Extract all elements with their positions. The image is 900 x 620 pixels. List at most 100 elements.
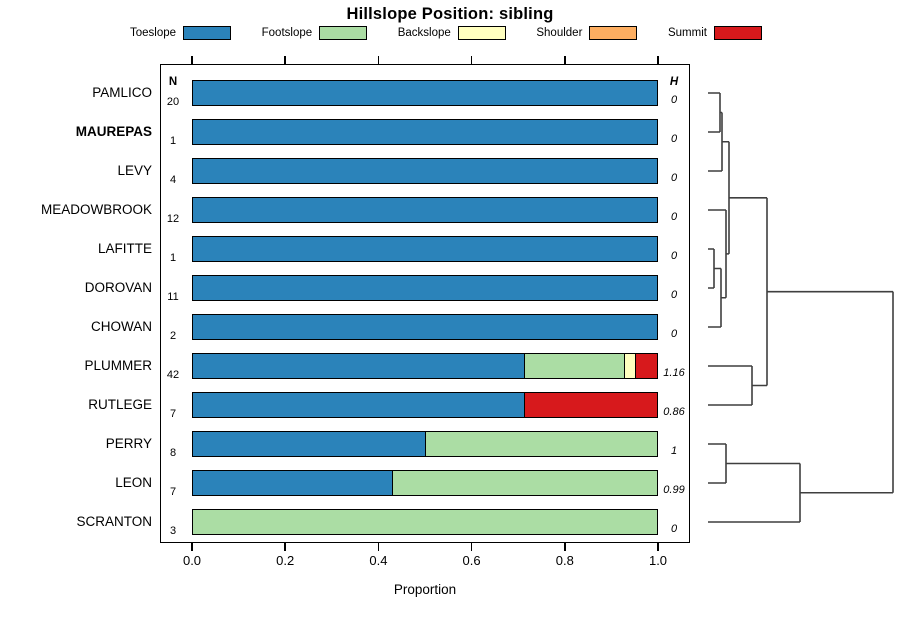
h-value: 0 [670, 93, 678, 106]
dendrogram-link [708, 92, 894, 523]
x-axis-label: Proportion [393, 582, 457, 597]
n-column-header: N [168, 76, 178, 88]
axis-tick [377, 543, 380, 551]
h-value: 0 [670, 327, 678, 340]
bar-segment-toeslope [193, 237, 657, 261]
bar-segment-toeslope [193, 354, 525, 378]
legend-label: Shoulder [536, 27, 583, 39]
legend-item: Backslope [398, 26, 506, 40]
bar [192, 353, 658, 379]
n-value: 1 [169, 251, 177, 264]
row-label: DOROVAN [84, 280, 152, 295]
h-value: 1 [670, 444, 678, 457]
axis-tick [470, 543, 473, 551]
axis-tick [191, 543, 193, 551]
h-value: 0 [670, 288, 678, 301]
legend-swatch [183, 26, 232, 40]
row-label: MEADOWBROOK [40, 202, 152, 217]
legend-swatch [713, 26, 762, 40]
n-value: 7 [169, 407, 177, 420]
bar [192, 470, 658, 496]
row-label: PERRY [105, 436, 152, 451]
n-value: 7 [169, 485, 177, 498]
bar-segment-toeslope [193, 198, 657, 222]
n-value: 3 [169, 524, 177, 537]
row-label: PAMLICO [92, 85, 152, 100]
legend-label: Backslope [397, 27, 451, 39]
n-value: 8 [169, 446, 177, 459]
row-label: RUTLEGE [88, 397, 152, 412]
bar [192, 119, 658, 145]
bar-segment-footslope [193, 510, 657, 534]
bar [192, 392, 658, 418]
bar [192, 275, 658, 301]
axis-tick-label: 1.0 [648, 553, 668, 568]
bar [192, 197, 658, 223]
row-label: LEVY [117, 163, 152, 178]
h-value: 0 [670, 522, 678, 535]
h-value: 0 [670, 171, 678, 184]
bar-segment-toeslope [193, 120, 657, 144]
axis-tick-label: 0.6 [462, 553, 481, 568]
bar-segment-footslope [391, 471, 657, 495]
h-column-header: H [669, 76, 679, 88]
legend-item: Summit [668, 26, 762, 40]
bar-segment-toeslope [193, 432, 425, 456]
axis-tick-label: 0.0 [182, 553, 202, 568]
bar-segment-toeslope [193, 81, 657, 105]
row-label: LEON [115, 475, 152, 490]
legend-swatch [319, 26, 368, 40]
bar-segment-toeslope [193, 393, 525, 417]
legend-item: Shoulder [536, 26, 638, 40]
row-label: SCRANTON [76, 514, 152, 529]
bar-segment-toeslope [193, 159, 657, 183]
legend-label: Summit [667, 27, 707, 39]
h-value: 1.16 [663, 366, 685, 379]
h-value: 0 [670, 249, 678, 262]
bar-segment-footslope [524, 354, 624, 378]
legend-swatch [589, 26, 638, 40]
axis-tick-label: 0.4 [369, 553, 388, 568]
plot-panel [160, 64, 690, 543]
n-value: 42 [166, 368, 180, 381]
bar [192, 509, 658, 535]
bar-segment-toeslope [193, 276, 657, 300]
h-value: 0 [670, 210, 678, 223]
legend-item: Toeslope [130, 26, 232, 40]
h-value: 0.99 [663, 483, 685, 496]
axis-tick [657, 56, 659, 64]
legend: Toeslope Footslope Backslope Shoulder Summit [130, 26, 762, 40]
axis-tick [564, 543, 566, 551]
axis-tick [564, 56, 566, 64]
bar [192, 80, 658, 106]
bar [192, 236, 658, 262]
axis-tick-label: 0.8 [555, 553, 574, 568]
bar [192, 431, 658, 457]
axis-tick [284, 56, 286, 64]
bar-segment-footslope [425, 432, 657, 456]
h-value: 0.86 [663, 405, 685, 418]
legend-item: Footslope [262, 26, 368, 40]
row-label: PLUMMER [84, 358, 152, 373]
bar [192, 158, 658, 184]
bar [192, 314, 658, 340]
n-value: 12 [166, 212, 180, 225]
n-value: 4 [169, 173, 177, 186]
legend-swatch [457, 26, 506, 40]
row-label: MAUREPAS [75, 124, 152, 139]
axis-tick [377, 56, 380, 64]
axis-tick [657, 543, 659, 551]
chart-title: Hillslope Position: sibling [346, 5, 554, 23]
bar-segment-toeslope [193, 315, 657, 339]
bar-segment-toeslope [193, 471, 392, 495]
legend-label: Toeslope [130, 27, 177, 39]
n-value: 1 [169, 134, 177, 147]
axis-tick-label: 0.2 [276, 553, 295, 568]
bar-segment-summit [634, 354, 657, 378]
axis-tick [284, 543, 286, 551]
n-value: 11 [167, 290, 179, 303]
n-value: 20 [166, 95, 180, 108]
legend-label: Footslope [261, 27, 313, 39]
bar-segment-backslope [623, 354, 635, 378]
bar-segment-summit [524, 393, 657, 417]
